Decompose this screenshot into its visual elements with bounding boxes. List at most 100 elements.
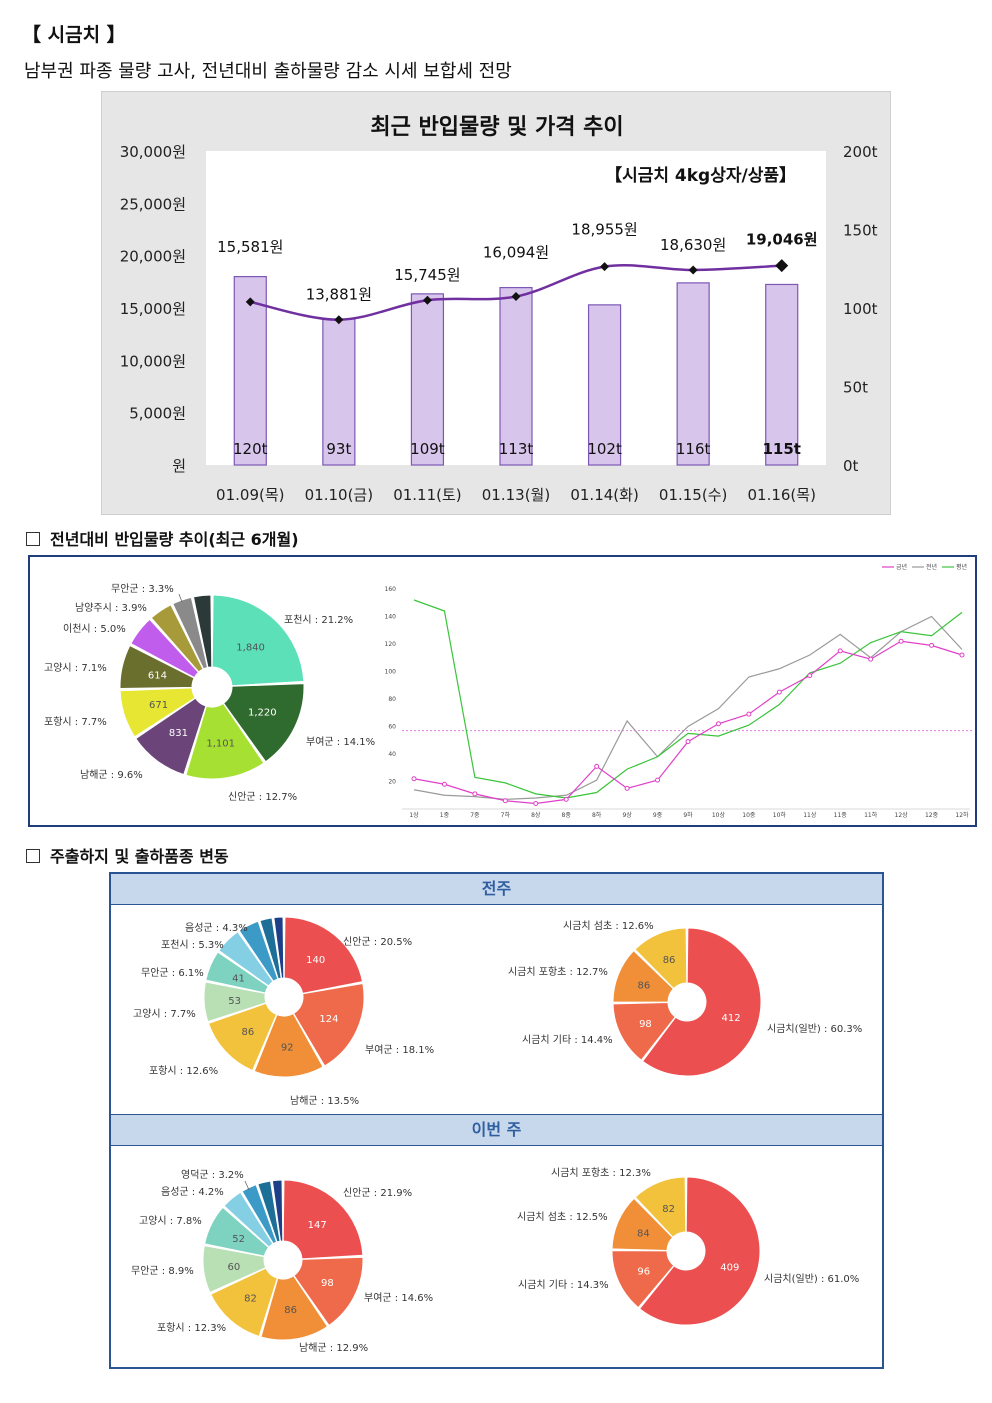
pie-value-label: 671 xyxy=(149,700,168,711)
pie-value-label: 52 xyxy=(232,1234,245,1245)
pie-slice xyxy=(211,594,305,687)
y-tick-label: 40 xyxy=(388,751,396,758)
section-heading-6month: 전년대비 반입물량 추이(최근 6개월) xyxy=(26,526,299,550)
pie-category-label: 남해군 : 12.9% xyxy=(299,1341,368,1354)
x-tick-label: 1상 xyxy=(409,811,419,819)
series-marker xyxy=(624,785,630,791)
pie-category-label: 무안군 : 3.3% xyxy=(111,583,174,595)
y-left-tick-label: 25,000원 xyxy=(120,195,186,213)
pie-value-label: 60 xyxy=(227,1262,240,1273)
pie-value-label: 82 xyxy=(662,1204,675,1215)
series-marker xyxy=(411,776,417,782)
pie-category-label: 신안군 : 21.9% xyxy=(343,1187,412,1199)
pie-category-label: 부여군 : 14.1% xyxy=(306,736,375,748)
origin-variety-charts: 140 124 92 86 53 41 신안군 : 20.5% 부여군 : 18.1% 남해군 … xyxy=(131,916,862,1354)
pie-leader-line xyxy=(178,593,183,603)
x-tick-label: 11하 xyxy=(864,811,878,819)
price-data-label: 18,630원 xyxy=(660,236,726,254)
bar xyxy=(765,283,799,466)
x-tick-label: 01.16(목) xyxy=(747,486,815,504)
pie-category-label: 시금치 섬초 : 12.5% xyxy=(517,1211,608,1223)
pie-slice xyxy=(202,1245,267,1294)
pie-slice xyxy=(204,1206,270,1257)
pie-category-label: 무안군 : 6.1% xyxy=(141,967,204,979)
pie-slice xyxy=(611,1250,675,1309)
y-tick-label: 160 xyxy=(385,586,397,593)
pie-category-label: 이천시 : 5.0% xyxy=(63,623,126,635)
price-data-label: 13,881원 xyxy=(306,286,372,304)
pie-slice xyxy=(205,951,269,994)
bar xyxy=(499,286,533,466)
pie-value-label: 140 xyxy=(306,955,325,966)
bar-data-label: 93t xyxy=(326,440,351,458)
pie-category-label: 포항시 : 12.3% xyxy=(157,1322,226,1334)
pie-slice xyxy=(210,1267,278,1337)
page-summary: 남부권 파종 물량 고사, 전년대비 출하물량 감소 시세 보합세 전망 xyxy=(24,61,512,82)
x-tick-label: 01.09(목) xyxy=(216,486,284,504)
bar-data-label: 116t xyxy=(676,440,711,458)
series-marker xyxy=(868,656,874,662)
pie-slice xyxy=(612,949,675,1003)
x-tick-label: 7중 xyxy=(470,812,480,819)
series-line xyxy=(413,599,963,799)
series-marker xyxy=(898,638,904,644)
y-left-tick-label: 10,000원 xyxy=(120,352,186,370)
pie-value-label: 124 xyxy=(319,1014,338,1025)
pie-value-label: 98 xyxy=(639,1019,652,1030)
bar-data-label: 115t xyxy=(762,440,800,458)
pie-slice xyxy=(611,1197,674,1251)
y-right-tick-label: 50t xyxy=(843,379,868,397)
pie-slice xyxy=(135,697,207,776)
x-tick-label: 01.15(수) xyxy=(659,486,727,504)
y-tick-label: 120 xyxy=(385,641,397,648)
pie-category-label: 시금치 포항초 : 12.3% xyxy=(551,1167,651,1179)
pie-value-label: 409 xyxy=(720,1263,739,1274)
pie-category-label: 시금치 섬초 : 12.6% xyxy=(563,920,654,932)
pie-category-label: 부여군 : 14.6% xyxy=(364,1292,433,1304)
y-left-tick-label: 5,000원 xyxy=(129,405,186,423)
pie-value-label: 86 xyxy=(284,1305,297,1316)
y-tick-label: 80 xyxy=(388,696,396,703)
section-title: 전년대비 반입물량 추이(최근 6개월) xyxy=(50,530,299,549)
pie-slice xyxy=(634,927,688,990)
bar-data-label: 109t xyxy=(410,440,445,458)
pie-category-label: 시금치(일반) : 61.0% xyxy=(764,1273,859,1285)
y-left-tick-label: 원 xyxy=(172,457,186,475)
bar-data-label: 113t xyxy=(499,440,534,458)
x-tick-label: 12상 xyxy=(895,811,909,819)
pie-slice xyxy=(292,982,365,1067)
y-right-tick-label: 200t xyxy=(843,143,878,161)
pie-slice xyxy=(119,687,196,738)
bar xyxy=(410,293,445,466)
series-marker xyxy=(929,642,935,648)
price-marker xyxy=(422,295,432,305)
legend-label: 평년 xyxy=(956,563,967,571)
series-marker xyxy=(441,781,447,787)
pie-slice xyxy=(271,1179,284,1242)
pie-value-label: 1,840 xyxy=(236,642,265,653)
pie-slice xyxy=(283,916,364,994)
six-month-charts: 1,840 1,220 1,101 831 671 614 포천시 : 21.2% 부여군 :… xyxy=(44,563,972,819)
y-right-tick-label: 100t xyxy=(843,300,878,318)
x-tick-label: 1중 xyxy=(440,812,450,819)
pie-value-label: 1,220 xyxy=(248,708,277,719)
x-tick-label: 11중 xyxy=(834,812,848,819)
pie-category-label: 신안군 : 20.5% xyxy=(343,936,412,948)
price-marker xyxy=(511,292,521,302)
y-left-tick-label: 30,000원 xyxy=(120,143,186,161)
pie-value-label: 86 xyxy=(637,981,650,992)
price-marker xyxy=(600,262,610,272)
pie-slice xyxy=(260,1275,329,1341)
series-marker xyxy=(807,673,813,679)
series-marker xyxy=(715,721,721,727)
bar xyxy=(676,282,710,466)
pie-category-label: 남해군 : 9.6% xyxy=(80,768,143,781)
page-title: 【 시금치 】 xyxy=(22,24,126,46)
x-tick-label: 12하 xyxy=(955,811,969,819)
price-data-label: 18,955원 xyxy=(571,221,637,239)
pie-slice xyxy=(185,702,265,780)
series-marker xyxy=(655,777,661,783)
pie-category-label: 시금치 기타 : 14.4% xyxy=(522,1034,613,1046)
pie-value-label: 41 xyxy=(232,974,245,985)
x-tick-label: 9상 xyxy=(622,811,632,819)
